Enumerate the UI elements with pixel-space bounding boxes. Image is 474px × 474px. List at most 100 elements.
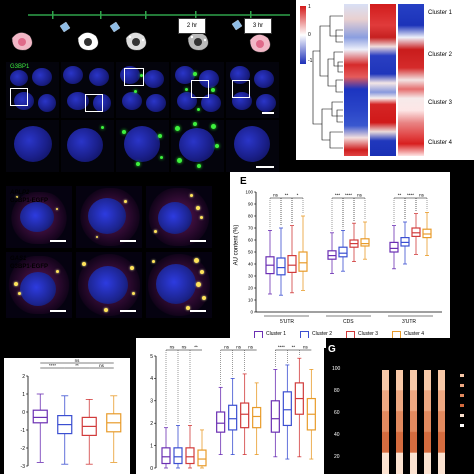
timepoint-3hr: 3 hr [244,18,272,34]
e-box-2-1-box [400,236,410,247]
f1-sig-label: ns [99,363,105,368]
fish-aplp2-2 [76,186,142,248]
panel-d: APLP2 G3BP1-EGFP GAS1 G3BP1-EGFP [6,186,212,326]
micrograph-row-zoom [6,120,279,172]
e-sig-label: **** [345,193,352,198]
f1-ytick-label: -2 [21,446,26,452]
fish-aplp2-3 [146,186,212,248]
heatmap-col-2 [370,4,396,156]
e-ytick-label: 50 [248,250,254,255]
f2-ytick-label: 1 [150,443,153,449]
g-bar-1 [382,370,389,474]
e-sig-label: *** [335,193,341,198]
cluster-label-2: Cluster 2 [428,52,453,58]
zoom-1 [6,120,59,172]
e-ytick-label: 20 [248,286,254,291]
timeline [11,11,290,53]
e-sig-label: ns [419,193,425,198]
fish-gas1-2 [76,252,142,318]
cluster-label-4: Cluster 4 [428,140,453,146]
f2-ytick-label: 5 [150,354,153,360]
heatmap-col-1 [344,4,368,156]
e-ytick-label: 90 [248,202,254,207]
label-g3bp1-top: G3BP1-EGFP [10,198,49,204]
f1-ytick-label: -3 [21,464,26,470]
f2-ytick-label: 2 [150,421,153,427]
micrograph-3 [116,62,169,118]
g-stacked-bars [382,370,452,474]
cell-schematic-1 [11,32,33,51]
f2-box-2-1-box [282,391,292,427]
g-ytick-100: 100 [332,366,341,372]
scale-tick-bottom: -1 [308,58,313,64]
f2-ytick-label: 0 [150,466,153,472]
panel-a: 2 hr 3 hr [0,0,300,180]
panel-e-letter: E [240,176,247,187]
fish-gas1-3 [146,252,212,318]
f2-sig-label: ** [194,345,198,350]
e-sig-label: **** [407,193,414,198]
f2-ytick-label: 3 [150,399,153,405]
cluster-label-1: Cluster 1 [428,10,453,16]
f2-sig-label: ** [292,345,296,350]
f2-sig-label: **** [278,345,285,350]
e-sig-label: ** [285,193,289,198]
panel-e: E AU content (%) 100 90 80 70 60 50 40 30 20 10 0 n… [230,172,450,348]
e-box-1-1-box [338,246,348,258]
f1-sig-label: ns [75,358,81,363]
panel-g: G 100 80 60 40 20 [326,338,474,474]
micrograph-2 [61,62,114,118]
f2-box-2-0-box [270,400,280,433]
heatmap-panel: 1 0 -1 Cluster 1 Cluster 2 Cluster 3 Clu… [296,0,474,160]
zoom-2 [61,120,114,172]
e-ytick-label: 70 [248,226,254,231]
legend-label-4: Cluster 4 [404,331,425,337]
e-ytick-label: 30 [248,274,254,279]
e-box-2-3-box [422,228,432,239]
e-sig-label: ns [273,193,279,198]
e-sig-label: ** [398,193,402,198]
f1-box-0-box [32,409,48,424]
fish-gas1-1 [6,252,72,318]
micrograph-1 [6,62,59,118]
g-ytick-40: 40 [334,432,340,438]
cell-schematic-2 [77,32,99,51]
panel-f2: 5 4 3 2 1 0 ns ns ** ns ns ns **** ** ns [136,338,324,474]
e-box-0-3-box [298,251,308,272]
group-label-cds: CDS [343,319,354,325]
f2-sig-label: ns [182,345,188,350]
f2-box-0-0-box [161,447,171,465]
e-box-0-2-box [287,254,297,273]
cell-schematic-3 [125,32,147,51]
group-label-3utr: 3'UTR [402,319,417,325]
e-sig-label: ns [357,193,363,198]
micrograph-4 [171,62,224,118]
f1-ytick-label: 0 [22,410,25,416]
cluster-label-3: Cluster 3 [428,100,453,106]
zoom-5 [226,120,279,172]
e-ytick-label: 40 [248,262,254,267]
heatmap-grid [344,4,424,156]
f2-sig-label: ns [224,345,230,350]
e-ytick-label: 100 [245,190,253,195]
color-scale [300,6,306,64]
label-gas1: GAS1 [10,256,27,262]
g-bar-4 [424,370,431,474]
panel-g-letter: G [328,344,336,355]
f2-box-0-1-box [173,447,183,465]
scale-tick-mid: 0 [308,32,311,38]
e-ytick-label: 80 [248,214,254,219]
zoom-4 [171,120,224,172]
zoom-3 [116,120,169,172]
g-ytick-20: 20 [334,454,340,460]
e-sig-label: * [297,193,299,198]
f2-box-1-2-box [240,402,250,429]
channel-label: G3BP1 [10,64,30,70]
g-legend [460,374,470,474]
e-box-2-0-box [389,241,399,253]
e-box-1-3-box [360,238,370,247]
g-bar-2 [396,370,403,474]
label-aplp2: APLP2 [10,190,30,196]
